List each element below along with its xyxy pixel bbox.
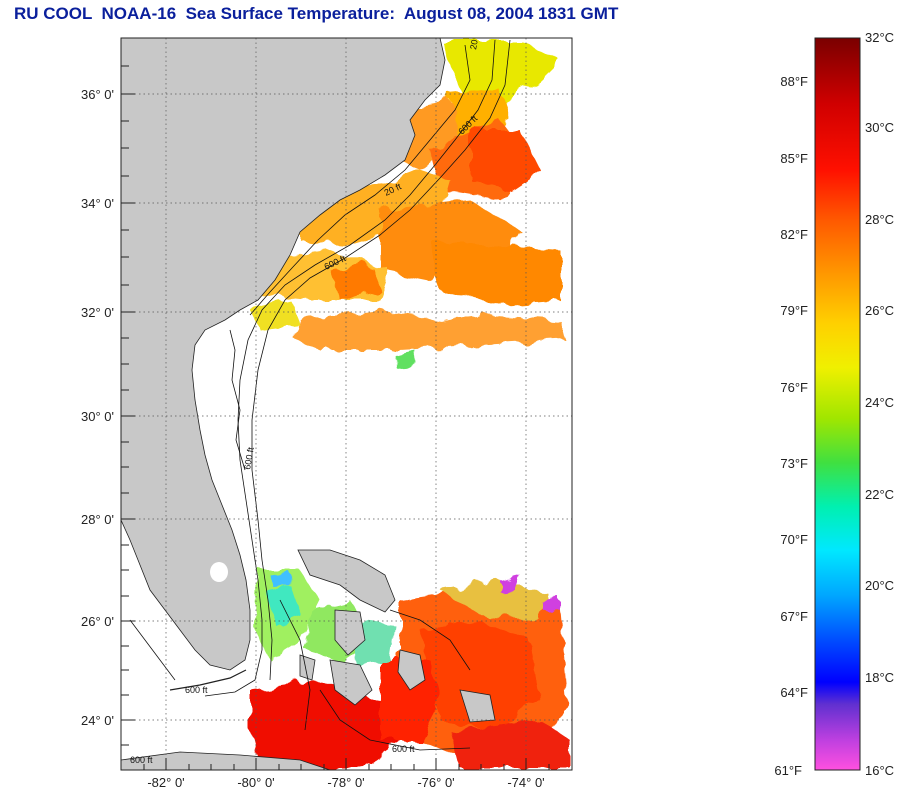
longitude-labels: -82° 0' -80° 0' -78° 0' -76° 0' -74° 0' xyxy=(147,775,544,790)
graticule xyxy=(121,38,572,770)
isobath-label: 600 ft xyxy=(185,685,208,695)
lat-label: 36° 0' xyxy=(81,87,114,102)
fahrenheit-label: 67°F xyxy=(780,609,808,624)
lon-label: -80° 0' xyxy=(237,775,274,790)
fahrenheit-label: 85°F xyxy=(780,151,808,166)
fahrenheit-label: 61°F xyxy=(774,763,802,778)
isobath-label: 600 ft xyxy=(130,755,153,765)
celsius-label: 32°C xyxy=(865,30,894,45)
lon-label: -74° 0' xyxy=(507,775,544,790)
florida-keys xyxy=(169,669,247,691)
lat-label: 26° 0' xyxy=(81,614,114,629)
fahrenheit-label: 88°F xyxy=(780,74,808,89)
celsius-label: 22°C xyxy=(865,487,894,502)
page-title: RU COOL NOAA-16 Sea Surface Temperature:… xyxy=(14,4,619,23)
temperature-colorbar: 32°C 30°C 28°C 26°C 24°C 22°C 20°C 18°C … xyxy=(774,30,894,778)
celsius-label: 30°C xyxy=(865,120,894,135)
celsius-label: 28°C xyxy=(865,212,894,227)
lat-label: 34° 0' xyxy=(81,196,114,211)
fahrenheit-label: 82°F xyxy=(780,227,808,242)
celsius-label: 26°C xyxy=(865,303,894,318)
lon-label: -78° 0' xyxy=(327,775,364,790)
cuba-land xyxy=(121,751,331,770)
lon-label: -82° 0' xyxy=(147,775,184,790)
latitude-labels: 36° 0' 34° 0' 32° 0' 30° 0' 28° 0' 26° 0… xyxy=(81,87,114,728)
bahamas-islands xyxy=(297,549,496,723)
isobath-label: 600 ft xyxy=(242,446,256,470)
isobath-label: 600 ft xyxy=(392,744,415,754)
fahrenheit-label: 64°F xyxy=(780,685,808,700)
axis-ticks xyxy=(121,65,550,770)
fahrenheit-label: 76°F xyxy=(780,380,808,395)
lon-label: -76° 0' xyxy=(417,775,454,790)
fahrenheit-label: 79°F xyxy=(780,303,808,318)
lat-label: 32° 0' xyxy=(81,305,114,320)
lake-okeechobee xyxy=(210,562,228,582)
isobath-label: 20 ft xyxy=(468,31,481,50)
lat-label: 28° 0' xyxy=(81,512,114,527)
map-panel: 20 ft 600 ft 20 ft 600 ft 600 ft 600 ft … xyxy=(120,31,573,771)
isobath-contours xyxy=(129,39,511,751)
celsius-label: 20°C xyxy=(865,578,894,593)
lat-label: 24° 0' xyxy=(81,713,114,728)
us-land xyxy=(121,38,446,671)
celsius-label: 16°C xyxy=(865,763,894,778)
colorbar-celsius-labels: 32°C 30°C 28°C 26°C 24°C 22°C 20°C 18°C … xyxy=(865,30,894,778)
celsius-label: 24°C xyxy=(865,395,894,410)
fahrenheit-label: 70°F xyxy=(780,532,808,547)
colorbar-fahrenheit-labels: 88°F 85°F 82°F 79°F 76°F 73°F 70°F 67°F … xyxy=(774,74,808,778)
celsius-label: 18°C xyxy=(865,670,894,685)
lat-label: 30° 0' xyxy=(81,409,114,424)
fahrenheit-label: 73°F xyxy=(780,456,808,471)
colorbar-gradient xyxy=(814,37,861,771)
